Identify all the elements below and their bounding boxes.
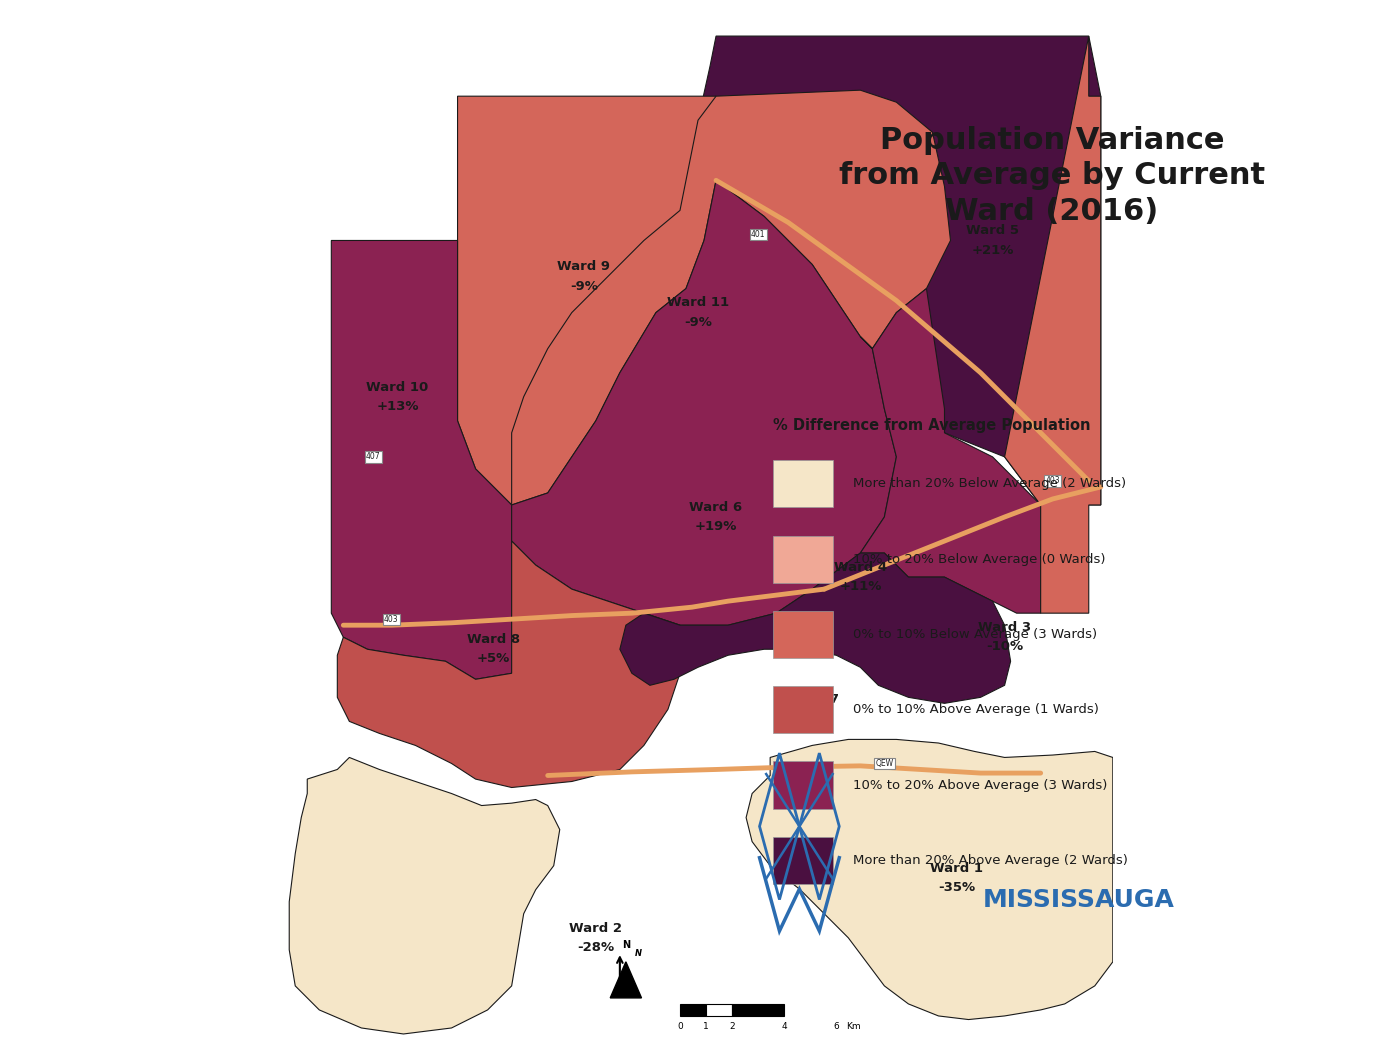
Text: +5%: +5%	[477, 653, 511, 665]
Text: Ward 8: Ward 8	[466, 633, 520, 646]
Polygon shape	[610, 962, 642, 998]
Text: -9%: -9%	[684, 316, 711, 328]
Text: Ward 2: Ward 2	[569, 922, 623, 935]
Bar	[706, 1004, 732, 1016]
Text: 10% to 20% Above Average (3 Wards): 10% to 20% Above Average (3 Wards)	[853, 778, 1107, 792]
Text: +19%: +19%	[695, 520, 738, 533]
Polygon shape	[458, 96, 716, 505]
Bar	[772, 761, 833, 809]
Text: 6: 6	[833, 1022, 839, 1031]
Text: Km: Km	[846, 1022, 861, 1031]
Bar	[772, 460, 833, 507]
Polygon shape	[512, 90, 951, 505]
Text: QEW: QEW	[875, 759, 894, 768]
Text: 401: 401	[752, 230, 765, 238]
Text: More than 20% Above Average (2 Wards): More than 20% Above Average (2 Wards)	[853, 854, 1128, 867]
Text: Ward 10: Ward 10	[367, 381, 429, 393]
Text: +11%: +11%	[839, 581, 882, 593]
Text: 0% to 10% Above Average (1 Wards): 0% to 10% Above Average (1 Wards)	[853, 703, 1099, 717]
Text: % Difference from Average Population: % Difference from Average Population	[772, 418, 1091, 433]
Text: 0% to 10% Below Average (3 Wards): 0% to 10% Below Average (3 Wards)	[853, 628, 1096, 641]
Text: More than 20% Below Average (2 Wards): More than 20% Below Average (2 Wards)	[853, 477, 1125, 491]
Text: Ward 7: Ward 7	[786, 693, 839, 706]
Text: -35%: -35%	[938, 881, 976, 893]
Text: +23%: +23%	[792, 712, 833, 726]
Text: 10% to 20% Below Average (0 Wards): 10% to 20% Below Average (0 Wards)	[853, 552, 1104, 566]
Text: Ward 5: Ward 5	[966, 224, 1019, 237]
Polygon shape	[620, 553, 1010, 703]
Text: Ward 3: Ward 3	[978, 621, 1031, 634]
Text: 1: 1	[703, 1022, 709, 1031]
Text: 0: 0	[677, 1022, 682, 1031]
Text: 403: 403	[385, 615, 399, 623]
Text: Ward 11: Ward 11	[667, 296, 729, 310]
Text: -10%: -10%	[985, 640, 1023, 654]
Text: Ward 6: Ward 6	[689, 501, 743, 514]
Polygon shape	[289, 757, 559, 1034]
Text: 2: 2	[729, 1022, 735, 1031]
Bar	[772, 536, 833, 583]
Bar	[772, 686, 833, 733]
Polygon shape	[512, 180, 897, 626]
Bar	[772, 611, 833, 658]
Polygon shape	[1005, 36, 1100, 613]
Polygon shape	[331, 241, 512, 679]
Text: N: N	[634, 949, 641, 958]
Text: Ward 4: Ward 4	[833, 561, 887, 574]
Text: 403: 403	[1045, 476, 1060, 485]
Text: -9%: -9%	[570, 279, 598, 293]
Text: 4: 4	[782, 1022, 787, 1031]
Text: Ward 9: Ward 9	[558, 260, 610, 273]
Text: Ward 1: Ward 1	[930, 862, 983, 874]
Text: N: N	[621, 939, 630, 950]
Polygon shape	[698, 36, 1100, 505]
Polygon shape	[746, 740, 1113, 1020]
Text: +21%: +21%	[972, 244, 1013, 256]
Text: Population Variance
from Average by Current
Ward (2016): Population Variance from Average by Curr…	[839, 126, 1265, 226]
Text: 407: 407	[367, 452, 381, 461]
Bar	[732, 1004, 785, 1016]
Text: -28%: -28%	[577, 941, 614, 954]
Text: MISSISSAUGA: MISSISSAUGA	[983, 888, 1175, 911]
Polygon shape	[338, 541, 680, 788]
Bar	[772, 837, 833, 884]
Polygon shape	[861, 289, 1041, 613]
Bar	[680, 1004, 706, 1016]
Text: +13%: +13%	[376, 400, 419, 413]
